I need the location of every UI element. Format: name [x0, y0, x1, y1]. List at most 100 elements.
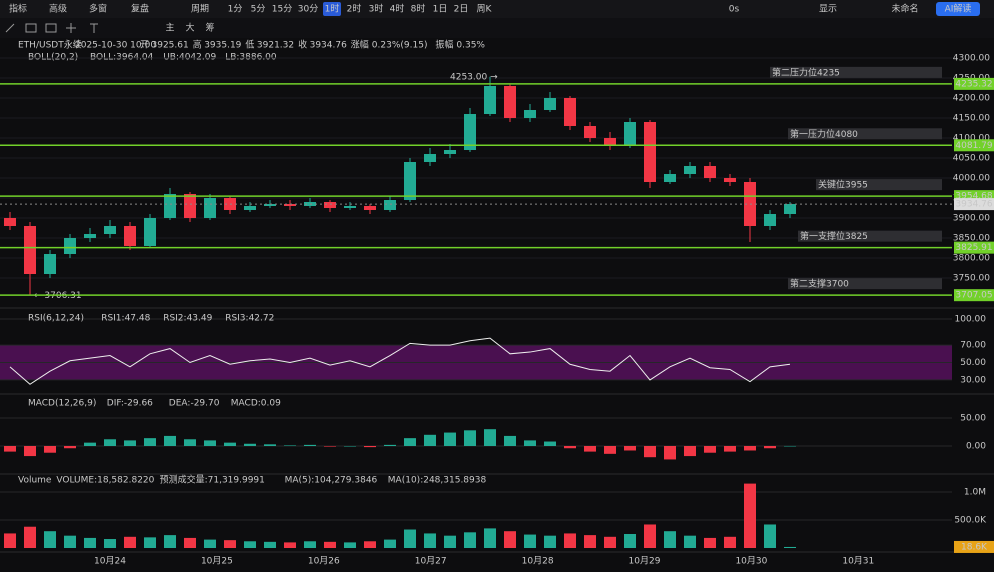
level-price-tag: [954, 289, 994, 302]
candle-body: [544, 98, 556, 110]
toolbar-item[interactable]: 1日: [433, 4, 448, 15]
candle-body: [44, 254, 56, 274]
macd-bar: [24, 446, 36, 457]
info-field: 3921.32: [257, 41, 294, 51]
volume-bar: [644, 524, 656, 548]
toolbar-item[interactable]: 指标: [9, 3, 27, 15]
indicator-tool[interactable]: 大: [185, 22, 194, 34]
info-field: 收: [298, 39, 307, 51]
macd-bar: [204, 440, 216, 446]
candle-body: [104, 226, 116, 234]
info-field: 低: [245, 39, 254, 51]
level-note-box: [788, 278, 942, 290]
toolbar-item[interactable]: 周期: [191, 4, 209, 15]
volume-bar: [584, 535, 596, 548]
indicator-tool[interactable]: 筹: [205, 22, 214, 34]
candle-body: [604, 138, 616, 146]
rsi-label: RSI1:47.48: [101, 314, 150, 324]
last-price: 3934.76: [955, 200, 992, 210]
volume-bar: [144, 537, 156, 548]
toolbar-item[interactable]: 3时: [369, 3, 384, 15]
toolbar-item[interactable]: 1时: [325, 3, 340, 15]
ai-button[interactable]: [936, 2, 980, 16]
level-note: 第二压力位4235: [772, 66, 840, 78]
candle-body: [644, 122, 656, 182]
candle-body: [444, 150, 456, 154]
volume-bar: [364, 541, 376, 548]
macd-bar: [244, 443, 256, 446]
toolbar-item[interactable]: 8时: [411, 3, 426, 15]
candle-body: [204, 198, 216, 218]
toolbar-item[interactable]: 30分: [298, 4, 318, 15]
macd-label: MACD(12,26,9): [28, 399, 96, 409]
level-note-box: [770, 66, 942, 78]
toolbar-right-item[interactable]: AI解读: [945, 3, 972, 15]
level-price-tag: [954, 241, 994, 254]
candle-body: [404, 162, 416, 200]
volume-bar: [284, 542, 296, 548]
info-field: 3934.76: [310, 41, 347, 51]
level-price: 3707.05: [955, 291, 992, 301]
toolbar-item[interactable]: 复盘: [131, 3, 149, 15]
candle-body: [484, 86, 496, 114]
top-toolbar: [0, 0, 994, 18]
macd-bar: [224, 442, 236, 446]
toolbar-right-item[interactable]: 显示: [819, 4, 837, 15]
indicator-tool[interactable]: 主: [165, 22, 174, 34]
macd-bar: [464, 430, 476, 446]
macd-bar: [444, 432, 456, 446]
volume-bar: [464, 532, 476, 548]
macd-bar: [764, 446, 776, 449]
date-label: 10月24: [94, 556, 126, 567]
macd-bar: [84, 442, 96, 446]
macd-tick-label: 50.00: [960, 414, 986, 424]
toolbar-item[interactable]: 15分: [272, 4, 292, 15]
tool-row: [0, 18, 994, 38]
candle-body: [464, 114, 476, 150]
candle-body: [124, 226, 136, 246]
macd-bar: [704, 446, 716, 453]
volume-bar: [664, 531, 676, 548]
macd-bar: [144, 438, 156, 446]
macd-bar: [744, 446, 756, 451]
candle-body: [684, 166, 696, 174]
rsi-label: RSI3:42.72: [225, 314, 274, 324]
candle-body: [524, 110, 536, 118]
candle-body: [64, 238, 76, 254]
volume-bar: [424, 533, 436, 548]
macd-bar: [424, 434, 436, 446]
date-label: 10月26: [308, 556, 340, 567]
price-axis: [952, 38, 994, 572]
toolbar-item[interactable]: 2日: [454, 4, 469, 15]
candle-body: [364, 206, 376, 210]
date-label: 10月28: [522, 556, 554, 567]
macd-bar: [584, 446, 596, 452]
info-field: 开: [140, 40, 149, 51]
toolbar-item[interactable]: 周K: [477, 4, 493, 15]
level-price-tag: [954, 77, 994, 90]
rsi-tick-label: 100.00: [955, 315, 987, 325]
toolbar-item[interactable]: 2时: [347, 3, 362, 15]
high-annotation: 4253.00 →: [450, 72, 498, 82]
candle-body: [724, 178, 736, 182]
toolbar-item[interactable]: 5分: [251, 4, 266, 15]
level-price: 4235.32: [955, 79, 992, 89]
macd-bar: [124, 440, 136, 446]
drawing-tools[interactable]: [5, 23, 98, 33]
level-price-tag: [954, 139, 994, 152]
macd-bar: [504, 435, 516, 446]
toolbar-item[interactable]: 1分: [228, 4, 243, 15]
toolbar-item[interactable]: 多窗: [89, 3, 107, 15]
toolbar-right-item[interactable]: 0s: [729, 5, 740, 15]
toolbar-item[interactable]: 4时: [390, 3, 405, 15]
volume-bar: [784, 546, 796, 548]
toolbar-right-item[interactable]: 未命名: [891, 3, 918, 15]
macd-bar: [624, 446, 636, 451]
toolbar-item[interactable]: 高级: [49, 3, 67, 15]
volume-bar: [24, 526, 36, 548]
volume-label: Volume: [18, 476, 52, 486]
macd-bar: [184, 439, 196, 446]
volume-bar: [184, 537, 196, 548]
level-note-box: [788, 128, 942, 140]
